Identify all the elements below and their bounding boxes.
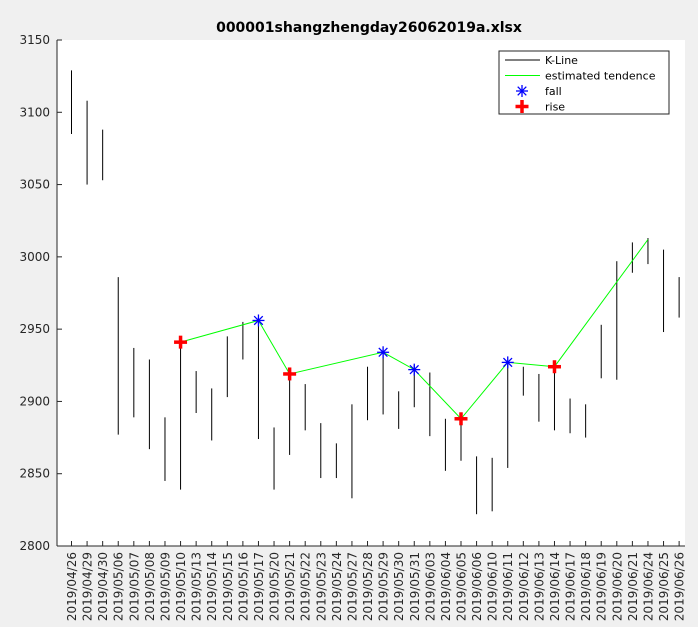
x-tick-label: 2019/04/29	[81, 552, 95, 621]
legend-label: estimated tendence	[545, 70, 656, 83]
y-tick-label: 2800	[19, 539, 50, 553]
kline-series	[71, 70, 680, 515]
x-tick-label: 2019/06/05	[455, 552, 469, 621]
x-tick-label: 2019/06/13	[532, 552, 546, 621]
x-tick-label: 2019/06/03	[423, 552, 437, 621]
x-tick-label: 2019/05/21	[283, 552, 297, 621]
x-tick-label: 2019/04/26	[65, 552, 79, 621]
x-tick-label: 2019/05/13	[190, 552, 204, 621]
fall-marker-stroke	[409, 364, 420, 375]
fall-marker-stroke	[253, 315, 264, 326]
x-tick-label: 2019/05/30	[392, 552, 406, 621]
legend-box	[498, 50, 670, 115]
x-tick-label: 2019/06/17	[564, 552, 578, 621]
legend-label: rise	[545, 101, 565, 114]
x-tick-label: 2019/06/21	[626, 552, 640, 621]
x-tick-label: 2019/05/09	[158, 552, 172, 621]
x-tick-label: 2019/05/28	[361, 552, 375, 621]
x-tick-label: 2019/06/24	[641, 552, 655, 621]
fall-marker-stroke	[378, 347, 388, 358]
x-tick-label: 2019/05/15	[221, 552, 235, 621]
x-tick-label: 2019/06/14	[548, 552, 562, 621]
x-tick-label: 2019/05/14	[205, 552, 219, 621]
x-tick-label: 2019/05/16	[236, 552, 250, 621]
x-tick-label: 2019/05/07	[127, 552, 141, 621]
y-tick-label: 3050	[19, 178, 50, 192]
fall-marker	[501, 356, 514, 369]
x-tick-label: 2019/05/20	[268, 552, 282, 621]
x-tick-label: 2019/05/17	[252, 552, 266, 621]
legend-fall-swatch	[516, 85, 528, 97]
y-tick-label: 3000	[19, 250, 50, 264]
rise-marker	[174, 335, 188, 349]
marker-series	[174, 314, 561, 426]
legend-label: K-Line	[545, 54, 578, 67]
x-tick-label: 2019/05/27	[345, 552, 359, 621]
rise-marker	[454, 412, 468, 426]
chart-title: 000001shangzhengday26062019a.xlsx	[216, 20, 522, 36]
fall-marker	[377, 346, 390, 359]
x-tick-label: 2019/05/10	[174, 552, 188, 621]
x-tick-label: 2019/06/06	[470, 552, 484, 621]
legend-label: fall	[545, 85, 562, 98]
x-tick-label: 2019/06/25	[657, 552, 671, 621]
x-tick-label: 2019/05/31	[408, 552, 422, 621]
x-tick-label: 2019/06/18	[579, 552, 593, 621]
fall-marker-stroke	[502, 357, 513, 368]
y-tick-label: 2850	[19, 467, 50, 481]
y-tick-label: 3100	[19, 105, 50, 119]
rise-marker	[547, 360, 561, 374]
y-tick-label: 2900	[19, 394, 50, 408]
legend-fall-stroke	[517, 86, 527, 96]
x-tick-label: 2019/06/19	[595, 552, 609, 621]
axes: 2800 2850 2900 2950 3000 3050 3100 3150 2019/04/…	[19, 33, 686, 621]
x-tick-label: 2019/06/12	[517, 552, 531, 621]
x-tick-label: 2019/06/20	[610, 552, 624, 621]
x-tick-label: 2019/06/04	[439, 552, 453, 621]
plot-area	[57, 40, 685, 546]
x-tick-label: 2019/05/23	[314, 552, 328, 621]
y-tick-label: 3150	[19, 33, 50, 47]
legend-rise-swatch	[515, 100, 529, 113]
x-tick-label: 2019/05/06	[112, 552, 126, 621]
y-tick-label: 2950	[19, 322, 50, 336]
x-tick-label: 2019/06/26	[673, 552, 687, 621]
fall-marker	[252, 314, 265, 327]
legend: K-Line estimated tendence fall rise	[498, 50, 670, 115]
x-tick-label: 2019/04/30	[96, 552, 110, 621]
x-tick-label: 2019/05/24	[330, 552, 344, 621]
x-tick-label: 2019/05/08	[143, 552, 157, 621]
x-tick-label: 2019/05/22	[299, 552, 313, 621]
x-tick-label: 2019/06/10	[486, 552, 500, 621]
x-tick-label: 2019/05/29	[377, 552, 391, 621]
fall-marker	[408, 363, 421, 376]
x-tick-label: 2019/06/11	[501, 552, 515, 621]
rise-marker	[283, 367, 297, 381]
